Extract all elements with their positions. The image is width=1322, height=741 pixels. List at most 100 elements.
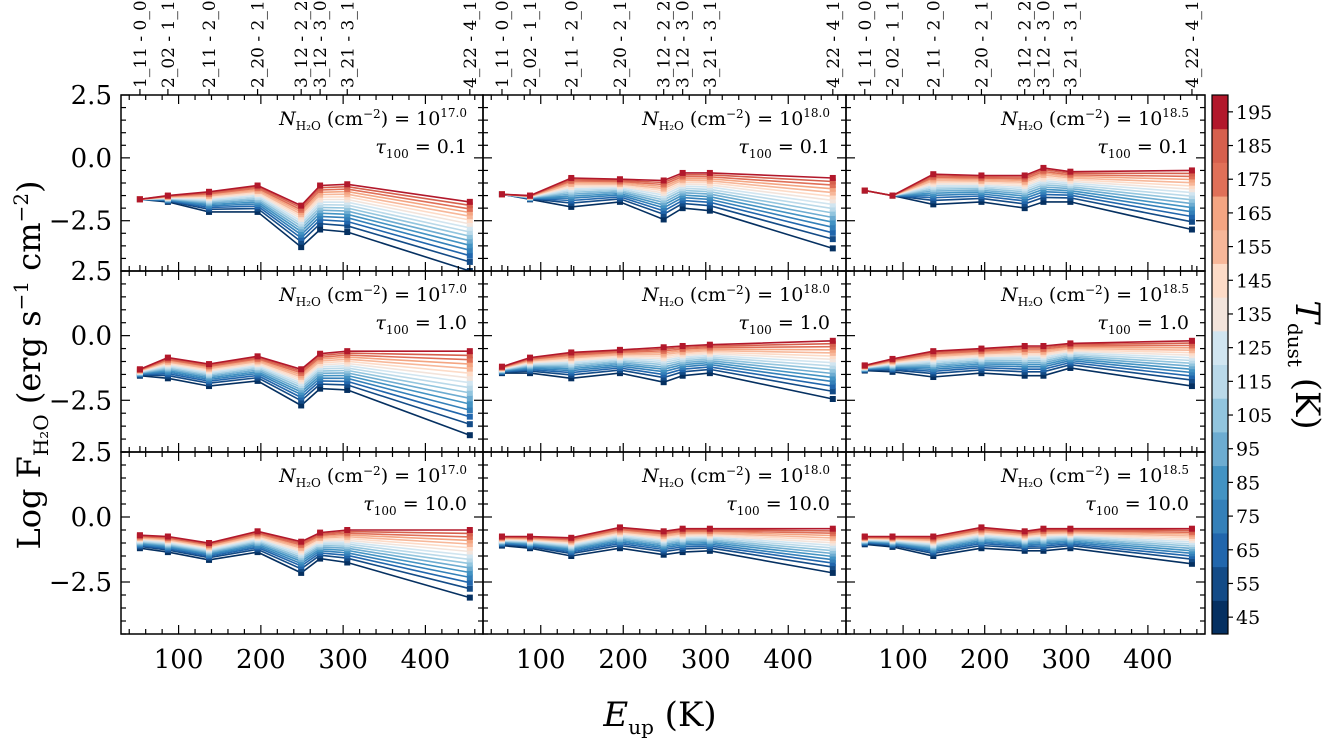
data-point: [466, 205, 473, 212]
series-line-tdust-55: [501, 543, 833, 568]
data-point: [344, 218, 351, 225]
data-point: [317, 381, 324, 388]
data-point: [679, 372, 686, 379]
series-line-tdust-195: [139, 183, 470, 207]
data-point: [498, 191, 505, 198]
series-group: [136, 348, 473, 439]
series-line-tdust-195: [139, 350, 470, 371]
data-point: [829, 556, 836, 563]
series-line-tdust-165: [139, 533, 470, 548]
y-tick-label: 2.5: [71, 81, 112, 111]
data-point: [660, 551, 667, 558]
series-line-tdust-75: [501, 363, 833, 383]
data-point: [930, 533, 937, 540]
data-point: [1188, 193, 1195, 200]
data-point: [978, 172, 985, 179]
data-point: [829, 337, 836, 344]
data-point: [466, 365, 473, 372]
data-point: [1040, 194, 1047, 201]
data-point: [498, 363, 505, 370]
data-point: [298, 366, 305, 373]
series-line-tdust-195: [864, 526, 1192, 538]
column-density-annotation: NH₂O (cm−2) = 1018.0: [641, 282, 830, 309]
colorbar-tick-label: 65: [1236, 540, 1260, 562]
series-line-tdust-195: [864, 340, 1192, 367]
x-tick-label: 200: [236, 645, 286, 675]
data-point: [466, 370, 473, 377]
series-group: [861, 337, 1195, 390]
series-line-tdust-145: [139, 360, 470, 380]
data-point: [829, 209, 836, 216]
data-point: [344, 559, 351, 566]
data-point: [861, 533, 868, 540]
series-line-tdust-105: [501, 357, 833, 371]
colorbar-segment: [1212, 499, 1228, 534]
colorbar-segment: [1212, 364, 1228, 399]
data-point: [466, 361, 473, 368]
colorbar-tick-label: 155: [1236, 237, 1272, 259]
data-point: [829, 525, 836, 532]
data-point: [1188, 560, 1195, 567]
data-point: [466, 421, 473, 428]
data-point: [829, 205, 836, 212]
data-point: [660, 177, 667, 184]
data-point: [829, 185, 836, 192]
data-point: [829, 219, 836, 226]
series-line-tdust-185: [139, 352, 470, 372]
series-line-tdust-55: [139, 545, 470, 590]
data-point: [829, 349, 836, 356]
series-line-tdust-45: [139, 374, 471, 436]
data-point: [1188, 383, 1195, 390]
data-point: [206, 361, 213, 368]
data-point: [889, 355, 896, 362]
colorbar-segment: [1212, 263, 1228, 298]
data-point: [829, 370, 836, 377]
colorbar-tick-label: 55: [1236, 573, 1260, 595]
data-point: [829, 346, 836, 353]
data-point: [317, 182, 324, 189]
data-point: [298, 569, 305, 576]
data-point: [466, 228, 473, 235]
colorbar-segment: [1212, 297, 1228, 332]
y-axis-label-text: Log FH₂O (erg s−1 cm−2): [9, 180, 53, 549]
data-point: [466, 579, 473, 586]
data-point: [829, 214, 836, 221]
data-point: [466, 224, 473, 231]
data-point: [829, 560, 836, 567]
series-line-tdust-85: [501, 539, 833, 558]
series-line-tdust-125: [139, 364, 470, 384]
data-point: [1188, 366, 1195, 373]
data-point: [344, 208, 351, 215]
series-line-tdust-65: [139, 544, 470, 584]
colorbar-tick-label: 115: [1236, 371, 1272, 393]
series-line-tdust-195: [864, 167, 1192, 197]
series-line-tdust-105: [864, 354, 1192, 369]
series-line-tdust-65: [501, 366, 833, 387]
transition-label: 2_11 - 2_02: [562, 0, 582, 88]
data-point: [206, 540, 213, 546]
transition-label: 3_12 - 2_21: [1016, 0, 1036, 88]
panel-r1-c2: NH₂O (cm−2) = 1018.5 τ100 = 1.0: [845, 265, 1206, 453]
data-point: [298, 238, 305, 245]
x-tick-label: 100: [154, 645, 204, 675]
colorbar-tick-label: 185: [1236, 136, 1272, 158]
data-point: [466, 530, 473, 537]
series-line-tdust-45: [501, 193, 834, 250]
data-point: [317, 226, 324, 233]
series-line-tdust-95: [501, 538, 833, 555]
series-line-tdust-45: [502, 372, 833, 400]
data-point: [466, 352, 473, 359]
series-line-tdust-135: [139, 537, 470, 553]
colorbar-tick-label: 175: [1236, 169, 1272, 191]
data-point: [1040, 198, 1047, 205]
data-point: [1188, 186, 1195, 193]
series-line-tdust-165: [501, 348, 833, 369]
optical-depth-annotation: τ100 = 1.0: [375, 312, 467, 337]
data-point: [861, 362, 868, 369]
data-point: [1188, 176, 1195, 183]
optical-depth-annotation: τ100 = 0.1: [375, 136, 467, 161]
series-group: [136, 181, 473, 271]
data-point: [1188, 167, 1195, 174]
y-tick-label: −2.5: [49, 568, 112, 598]
data-point: [527, 354, 534, 361]
